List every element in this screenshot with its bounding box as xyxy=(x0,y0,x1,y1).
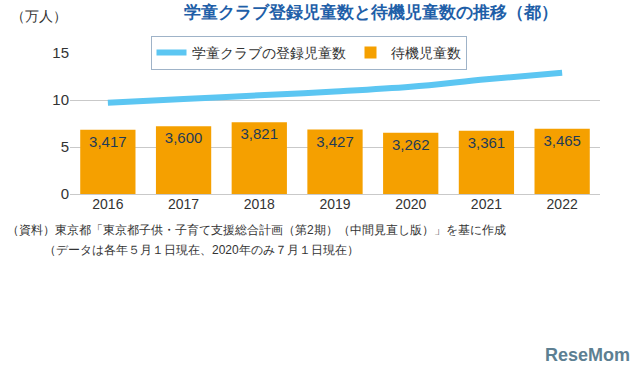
svg-text:3,821: 3,821 xyxy=(241,125,279,142)
svg-text:ReseMom: ReseMom xyxy=(545,345,630,365)
svg-text:3,427: 3,427 xyxy=(316,133,354,150)
svg-text:3,361: 3,361 xyxy=(468,134,506,151)
svg-text:2022: 2022 xyxy=(547,196,578,212)
svg-text:2018: 2018 xyxy=(244,196,275,212)
svg-text:3,417: 3,417 xyxy=(89,133,127,150)
svg-text:10: 10 xyxy=(52,91,69,108)
svg-text:（資料）東京都「東京都子供・子育て支援総合計画（第2期）（中: （資料）東京都「東京都子供・子育て支援総合計画（第2期）（中間見直し版）」を基に… xyxy=(7,223,506,237)
svg-text:（データは各年５月１日現在、2020年のみ７月１日現在）: （データは各年５月１日現在、2020年のみ７月１日現在） xyxy=(44,243,359,257)
svg-text:3,600: 3,600 xyxy=(165,129,203,146)
svg-text:3,465: 3,465 xyxy=(543,132,581,149)
svg-text:3,262: 3,262 xyxy=(392,136,430,153)
svg-text:（万人）: （万人） xyxy=(11,8,67,24)
svg-text:5: 5 xyxy=(61,138,69,155)
svg-text:2021: 2021 xyxy=(471,196,502,212)
svg-text:2020: 2020 xyxy=(395,196,426,212)
svg-text:0: 0 xyxy=(61,185,69,202)
svg-text:学童クラブ登録児童数と待機児童数の推移（都）: 学童クラブ登録児童数と待機児童数の推移（都） xyxy=(184,3,558,22)
svg-text:学童クラブの登録児童数: 学童クラブの登録児童数 xyxy=(192,45,346,61)
svg-text:2016: 2016 xyxy=(92,196,123,212)
svg-text:待機児童数: 待機児童数 xyxy=(391,45,461,61)
svg-text:15: 15 xyxy=(52,44,69,61)
svg-text:2017: 2017 xyxy=(168,196,199,212)
svg-text:2019: 2019 xyxy=(319,196,350,212)
